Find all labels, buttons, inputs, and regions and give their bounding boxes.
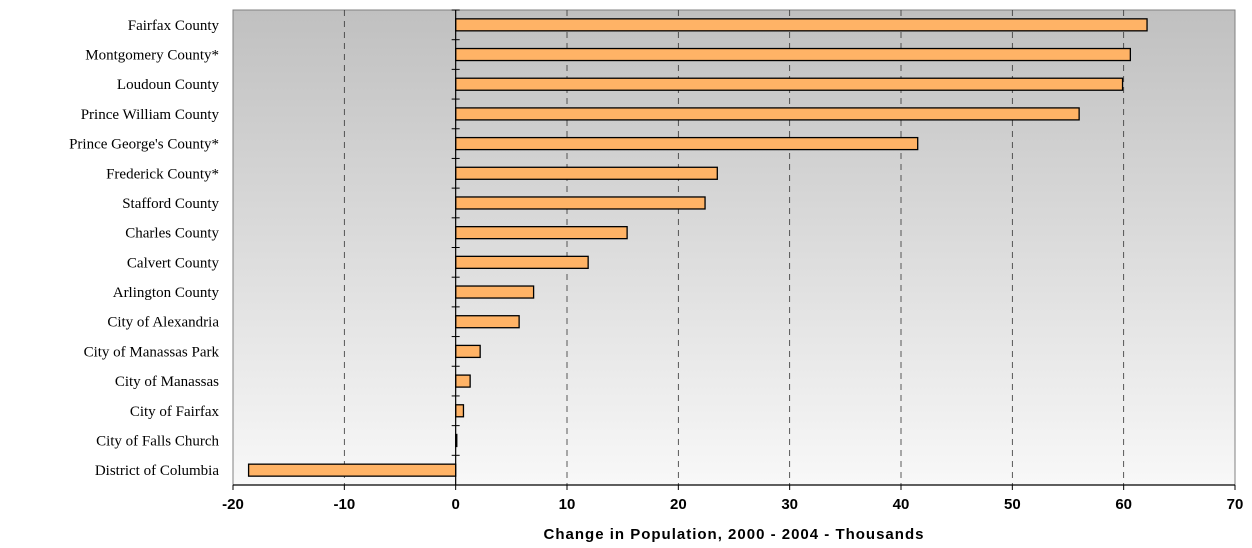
- bar: [455, 226, 628, 240]
- category-label: City of Manassas: [115, 374, 219, 390]
- category-label: Prince George's County*: [69, 137, 219, 153]
- bar: [455, 255, 589, 269]
- x-tick-label: 60: [1115, 496, 1132, 513]
- bar: [247, 463, 457, 477]
- bar: [455, 285, 535, 299]
- x-tick-label: 20: [670, 496, 687, 513]
- bar: [455, 344, 481, 359]
- category-label: Calvert County: [127, 255, 220, 271]
- x-axis-title: Change in Population, 2000 - 2004 - Thou…: [544, 526, 925, 543]
- x-tick-label: -20: [222, 496, 244, 513]
- bar: [455, 315, 520, 329]
- bar: [455, 18, 1148, 32]
- category-label: Charles County: [125, 226, 219, 242]
- category-labels: Fairfax County Montgomery County* Loudoun …: [69, 18, 219, 479]
- x-tick-label: 50: [1004, 496, 1021, 513]
- x-tick-label: 0: [451, 496, 459, 513]
- bar: [455, 107, 1080, 121]
- category-label: Arlington County: [113, 285, 220, 301]
- category-label: Loudoun County: [117, 77, 220, 93]
- x-tick-label: 10: [559, 496, 576, 513]
- bar: [455, 77, 1124, 91]
- axes: [232, 9, 1236, 490]
- category-label: Prince William County: [81, 107, 220, 123]
- bar: [455, 47, 1131, 62]
- category-label: City of Alexandria: [107, 315, 219, 331]
- category-label: City of Fairfax: [130, 404, 220, 420]
- bar: [455, 374, 471, 388]
- x-tick-labels: -20 -10 0 10 20 30 40 50 60 70: [222, 496, 1243, 513]
- category-label: District of Columbia: [95, 463, 219, 479]
- category-label: Montgomery County*: [85, 48, 219, 64]
- category-label: City of Falls Church: [96, 433, 219, 449]
- category-label: Frederick County*: [106, 166, 219, 182]
- category-label: City of Manassas Park: [84, 344, 220, 360]
- category-label: Stafford County: [122, 196, 219, 212]
- bar: [455, 136, 919, 151]
- bar: [455, 196, 706, 210]
- x-tick-label: 70: [1227, 496, 1244, 513]
- x-tick-label: -10: [333, 496, 355, 513]
- x-tick-label: 40: [893, 496, 910, 513]
- category-label: Fairfax County: [128, 18, 220, 34]
- bar: [455, 166, 718, 180]
- x-tick-label: 30: [781, 496, 798, 513]
- bar: [455, 404, 465, 418]
- bars: [247, 18, 1148, 477]
